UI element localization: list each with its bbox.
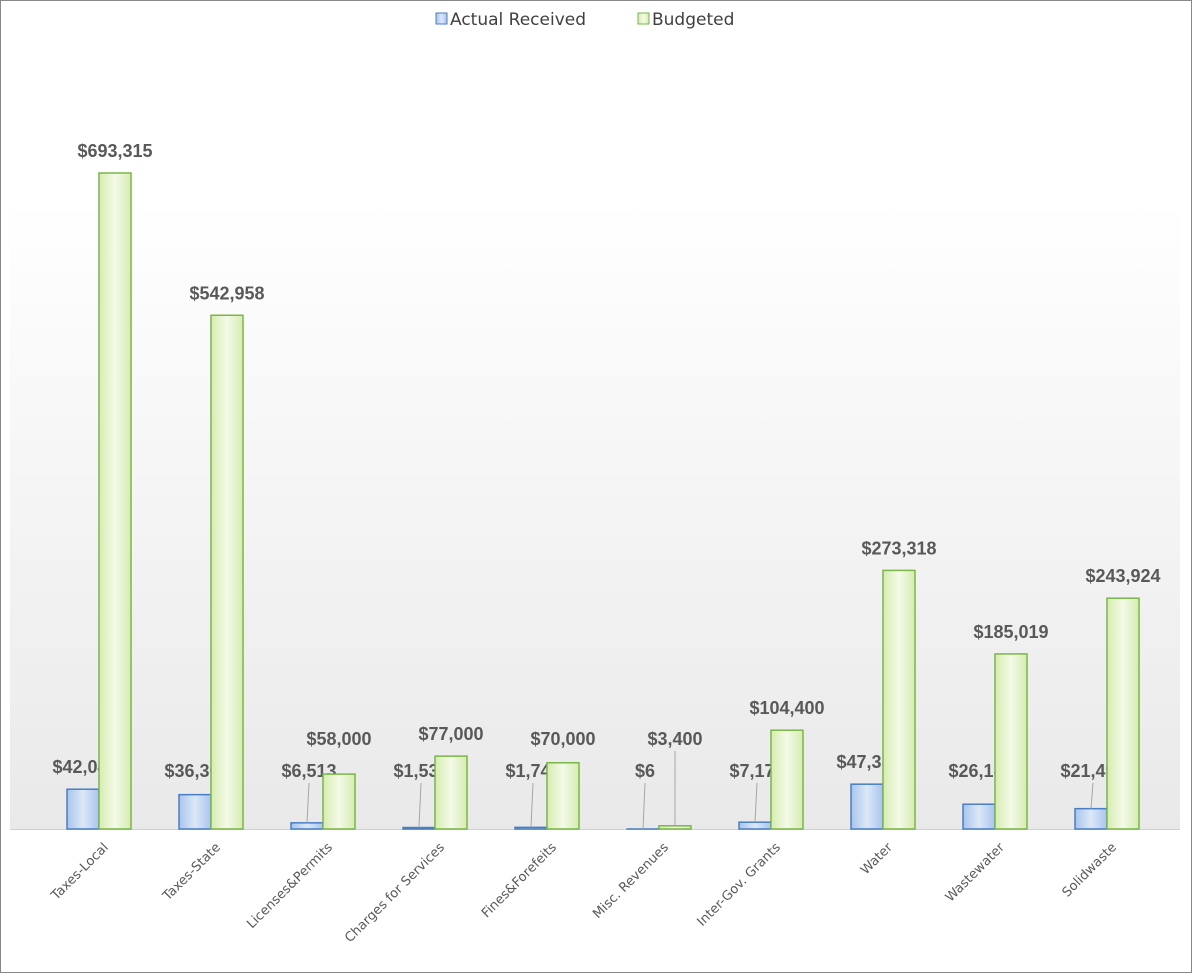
data-label: $243,924 — [1085, 566, 1160, 586]
legend-label: Actual Received — [450, 10, 586, 30]
bar — [659, 826, 691, 829]
bar — [547, 763, 579, 829]
data-label: $70,000 — [530, 729, 595, 749]
bar — [851, 784, 883, 829]
data-label: $693,315 — [77, 141, 152, 161]
data-label: $185,019 — [973, 622, 1048, 642]
bar — [99, 173, 131, 829]
bar — [883, 570, 915, 829]
bar — [435, 756, 467, 829]
bar — [179, 795, 211, 829]
bar — [211, 315, 243, 829]
bar — [403, 828, 435, 829]
legend-swatch — [638, 13, 649, 24]
data-label: $273,318 — [861, 538, 936, 558]
legend-label: Budgeted — [652, 10, 734, 30]
data-label: $58,000 — [306, 729, 371, 749]
data-label: $77,000 — [418, 724, 483, 744]
bar — [515, 827, 547, 829]
bar — [67, 789, 99, 829]
bar — [739, 822, 771, 829]
bar — [1107, 598, 1139, 829]
bar — [771, 730, 803, 829]
data-label: $104,400 — [749, 698, 824, 718]
bar — [1075, 809, 1107, 829]
data-label: $542,958 — [189, 283, 264, 303]
bar — [963, 804, 995, 829]
bar — [323, 774, 355, 829]
data-label: $6 — [635, 761, 655, 781]
data-label: $3,400 — [647, 729, 702, 749]
bar — [995, 654, 1027, 829]
legend-swatch — [436, 13, 447, 24]
bar — [291, 823, 323, 829]
